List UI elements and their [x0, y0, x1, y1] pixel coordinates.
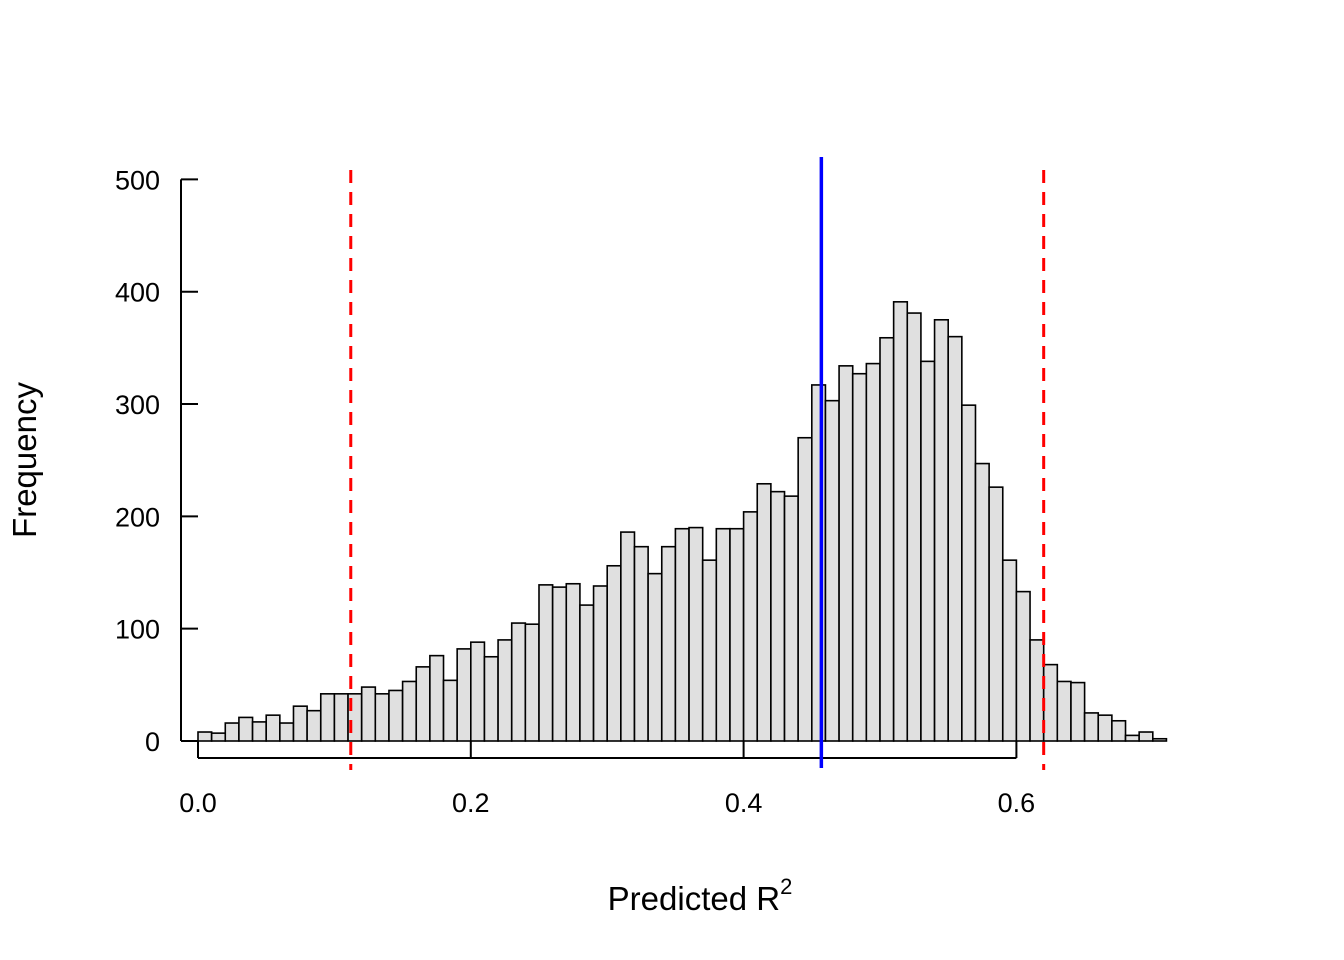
- y-tick-label: 400: [115, 278, 160, 308]
- histogram-bar: [524, 623, 540, 742]
- histogram-bar: [510, 622, 527, 742]
- histogram-bar: [238, 716, 254, 742]
- histogram-bar: [933, 318, 949, 742]
- histogram-bars: [197, 301, 1168, 742]
- histogram-bar: [388, 689, 404, 742]
- reference-lines: [349, 157, 1046, 770]
- y-axis-title: Frequency: [6, 382, 43, 538]
- histogram-bar: [810, 384, 827, 742]
- histogram-bar: [715, 527, 731, 742]
- histogram-bar: [551, 586, 568, 742]
- x-tick-label: 0.4: [725, 788, 763, 818]
- histogram-bar: [210, 732, 227, 742]
- histogram-bar: [1152, 737, 1168, 742]
- histogram-bar: [483, 655, 499, 742]
- histogram-bar: [319, 693, 336, 742]
- histogram-bar: [906, 312, 922, 742]
- x-tick-label: 0.6: [998, 788, 1036, 818]
- histogram-bar: [606, 564, 622, 742]
- histogram-bar: [838, 365, 854, 742]
- histogram-bar: [974, 462, 990, 742]
- histogram-bar: [797, 436, 813, 742]
- histogram-bar: [688, 526, 704, 742]
- histogram-bar: [892, 301, 909, 742]
- x-axis-title-superscript: 2: [780, 874, 792, 899]
- histogram-bar: [742, 511, 759, 742]
- histogram-bar: [620, 531, 636, 742]
- histogram-bar: [374, 693, 390, 742]
- x-axis-title-text: Predicted R: [608, 880, 780, 917]
- y-tick-label: 300: [115, 390, 160, 420]
- histogram-bar: [947, 335, 963, 742]
- histogram-bar: [988, 486, 1004, 742]
- histogram-bar: [1083, 712, 1100, 742]
- histogram-bar: [360, 686, 377, 742]
- histogram-bar: [429, 654, 445, 742]
- histogram-bar: [647, 572, 663, 742]
- histogram-bar: [333, 693, 349, 742]
- y-tick-label: 500: [115, 165, 160, 195]
- histogram-bar: [660, 545, 677, 742]
- histogram-bar: [279, 722, 295, 742]
- x-axis: 0.0 0.2 0.4 0.6: [179, 741, 1035, 818]
- histogram-bar: [224, 722, 240, 742]
- histogram-bar: [251, 721, 267, 742]
- histogram-bar: [674, 527, 690, 742]
- x-axis-title: Predicted R2: [608, 874, 793, 917]
- histogram-bar: [456, 648, 472, 742]
- histogram-bar: [1124, 734, 1140, 742]
- y-tick-label: 200: [115, 502, 160, 532]
- histogram-bar: [1042, 663, 1059, 742]
- histogram-bar: [879, 336, 895, 742]
- histogram-bar: [1015, 590, 1031, 742]
- y-tick-label: 100: [115, 615, 160, 645]
- histogram-bar: [592, 585, 608, 742]
- y-tick-label: 0: [145, 727, 160, 757]
- histogram-bar: [306, 709, 322, 742]
- histogram-bar: [824, 399, 840, 742]
- histogram-bar: [197, 731, 213, 742]
- x-tick-label: 0.0: [179, 788, 217, 818]
- histogram-bar: [265, 714, 281, 742]
- histogram-bar: [1111, 719, 1127, 742]
- histogram-bar: [783, 495, 799, 742]
- histogram-bar: [565, 582, 581, 742]
- histogram-bar: [865, 362, 881, 742]
- histogram-bar: [579, 604, 595, 742]
- histogram-bar: [633, 545, 649, 742]
- histogram-bar: [701, 559, 718, 742]
- histogram-bar: [1029, 639, 1045, 742]
- histogram-bar: [401, 680, 418, 742]
- histogram-bar: [756, 482, 772, 742]
- histogram-bar: [1138, 731, 1154, 742]
- histogram-bar: [442, 679, 458, 742]
- y-axis: 0 100 200 300 400 500: [115, 165, 198, 757]
- histogram-bar: [538, 584, 554, 742]
- x-tick-label: 0.2: [452, 788, 490, 818]
- histogram-bar: [920, 360, 936, 742]
- histogram-bar: [1097, 714, 1113, 742]
- histogram-bar: [497, 639, 513, 742]
- histogram-bar: [770, 490, 786, 742]
- histogram-bar: [851, 372, 868, 742]
- histogram-bar: [1001, 559, 1018, 742]
- histogram-bar: [1056, 680, 1072, 742]
- histogram-bar: [415, 666, 431, 742]
- histogram-bar: [292, 705, 308, 742]
- histogram-bar: [729, 527, 745, 742]
- histogram-bar: [961, 404, 977, 742]
- histogram-bar: [1070, 681, 1086, 742]
- histogram-bar: [469, 641, 486, 742]
